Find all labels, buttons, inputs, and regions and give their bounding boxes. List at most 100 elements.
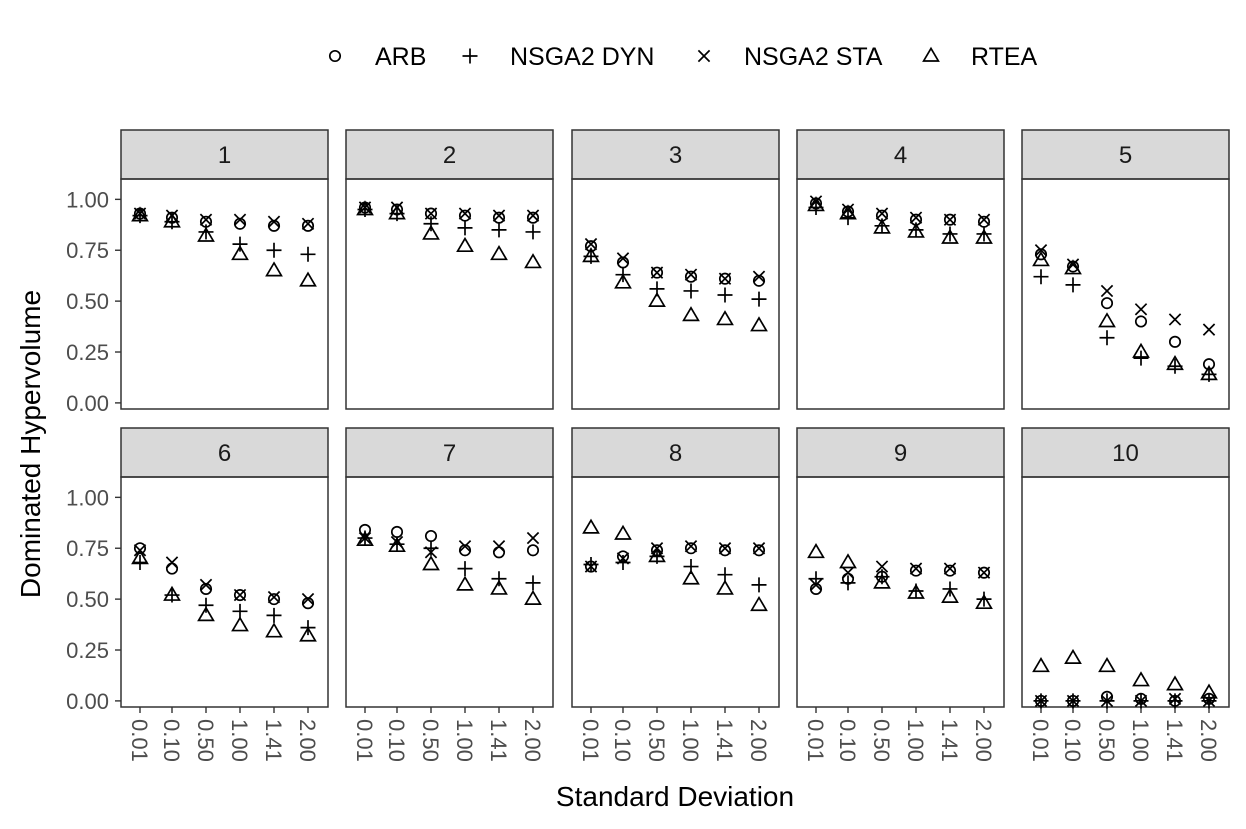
data-point-arb bbox=[752, 544, 766, 557]
data-point-nsga2-sta bbox=[875, 207, 889, 220]
panel-5: 5 bbox=[1021, 129, 1230, 410]
data-point-nsga2-sta bbox=[584, 560, 598, 573]
legend-item-nsga2-sta: NSGA2 STA bbox=[697, 43, 883, 71]
plot-panel-border bbox=[1021, 476, 1230, 708]
facet-label: 5 bbox=[1119, 142, 1132, 169]
data-point-arb bbox=[458, 209, 472, 222]
data-point-nsga2-sta bbox=[809, 578, 823, 592]
x-tick-label: 1.00 bbox=[903, 719, 928, 762]
x-tick-label: 0.50 bbox=[869, 719, 894, 762]
y-tick-label: 0.75 bbox=[66, 536, 109, 561]
data-point-nsga2-dyn bbox=[1099, 330, 1115, 346]
series-nsga2-sta bbox=[133, 207, 315, 230]
data-point-nsga2-sta bbox=[1134, 694, 1148, 708]
data-point-nsga2-dyn bbox=[232, 236, 248, 252]
data-point-nsga2-dyn bbox=[525, 224, 541, 240]
data-point-rtea bbox=[1132, 671, 1150, 687]
data-point-nsga2-sta bbox=[526, 531, 540, 545]
x-tick-label: 1.00 bbox=[452, 719, 477, 762]
data-point-rtea bbox=[1200, 683, 1218, 699]
series-nsga2-sta bbox=[1034, 692, 1216, 708]
plot-panel-border bbox=[120, 178, 329, 410]
data-point-nsga2-sta bbox=[909, 562, 923, 575]
series-nsga2-dyn bbox=[132, 208, 316, 262]
data-point-nsga2-sta bbox=[267, 215, 281, 228]
y-tick-label: 0.75 bbox=[66, 238, 109, 263]
data-point-nsga2-sta bbox=[133, 207, 147, 220]
data-point-rtea bbox=[456, 575, 474, 591]
facet-label: 4 bbox=[894, 142, 907, 169]
x-tick-label: 0.50 bbox=[1094, 719, 1119, 762]
data-point-rtea bbox=[873, 573, 891, 589]
series-nsga2-sta bbox=[358, 531, 540, 559]
facet-label: 7 bbox=[443, 440, 456, 467]
x-tick-label: 0.01 bbox=[803, 719, 828, 762]
data-point-nsga2-sta bbox=[875, 560, 889, 573]
panel-4: 4 bbox=[796, 129, 1005, 410]
series-nsga2-sta bbox=[133, 544, 315, 606]
data-point-rtea bbox=[1166, 675, 1184, 691]
data-point-nsga2-sta bbox=[1034, 694, 1048, 708]
data-point-rtea bbox=[356, 530, 374, 546]
data-point-rtea bbox=[1098, 312, 1116, 328]
data-point-nsga2-sta bbox=[841, 566, 855, 579]
data-point-arb bbox=[977, 215, 991, 228]
data-point-nsga2-dyn bbox=[840, 210, 856, 226]
data-point-nsga2-sta bbox=[616, 552, 630, 565]
series-arb bbox=[133, 207, 315, 232]
x-tick-label: 1.41 bbox=[486, 719, 511, 762]
data-point-arb bbox=[390, 525, 404, 539]
data-point-nsga2-sta bbox=[909, 211, 923, 224]
data-point-arb bbox=[492, 211, 506, 224]
data-point-nsga2-dyn bbox=[525, 575, 541, 591]
series-arb bbox=[809, 197, 991, 228]
series-nsga2-sta bbox=[809, 195, 991, 226]
series-arb bbox=[1034, 690, 1216, 707]
series-nsga2-sta bbox=[584, 237, 766, 285]
data-point-nsga2-dyn bbox=[266, 607, 282, 623]
data-point-nsga2-dyn bbox=[1167, 693, 1183, 709]
facet-label: 3 bbox=[669, 142, 682, 169]
series-nsga2-dyn bbox=[808, 199, 992, 242]
data-point-rtea bbox=[422, 224, 440, 240]
data-point-nsga2-dyn bbox=[457, 561, 473, 577]
data-point-rtea bbox=[614, 273, 632, 289]
y-tick-label: 0.50 bbox=[66, 587, 109, 612]
data-point-arb bbox=[267, 593, 281, 606]
data-point-nsga2-sta bbox=[1100, 284, 1114, 298]
series-nsga2-dyn bbox=[357, 530, 541, 591]
facet-label: 2 bbox=[443, 142, 456, 169]
data-point-rtea bbox=[807, 196, 825, 212]
data-point-nsga2-sta bbox=[458, 207, 472, 220]
data-point-nsga2-dyn bbox=[751, 577, 767, 593]
panel-1: 1 0.00 0.25 0.50 0.75 1.00 bbox=[66, 129, 329, 416]
x-tick-label: 2.00 bbox=[971, 719, 996, 762]
circle-legend-key bbox=[328, 49, 342, 63]
plot-panel-border bbox=[120, 476, 329, 708]
series-nsga2-sta bbox=[358, 201, 540, 222]
facet-strip bbox=[571, 129, 780, 180]
data-point-rtea bbox=[197, 226, 215, 242]
data-point-nsga2-sta bbox=[358, 201, 372, 214]
data-point-nsga2-sta bbox=[943, 562, 957, 575]
data-point-rtea bbox=[975, 593, 993, 610]
plot-panel-border bbox=[796, 178, 1005, 410]
y-tick-label: 0.00 bbox=[66, 391, 109, 416]
data-point-nsga2-sta bbox=[492, 540, 506, 553]
panels: 1 0.00 0.25 0.50 0.75 1.00 2 3 4 5 6 0.00 0.25 0.50 0.… bbox=[66, 129, 1230, 762]
data-point-arb bbox=[718, 272, 732, 285]
data-point-arb bbox=[1168, 335, 1182, 348]
plot-panel-border bbox=[571, 178, 780, 410]
data-point-nsga2-sta bbox=[616, 252, 630, 265]
data-point-arb bbox=[526, 211, 540, 224]
facet-strip bbox=[120, 129, 329, 180]
data-point-rtea bbox=[839, 553, 857, 569]
facet-label: 6 bbox=[218, 440, 231, 467]
data-point-nsga2-sta bbox=[526, 209, 540, 222]
y-tick-label: 0.00 bbox=[66, 689, 109, 714]
data-point-nsga2-sta bbox=[358, 531, 372, 545]
facet-strip bbox=[345, 129, 554, 180]
series-nsga2-dyn bbox=[132, 554, 316, 636]
x-tick-label: 0.50 bbox=[193, 719, 218, 762]
